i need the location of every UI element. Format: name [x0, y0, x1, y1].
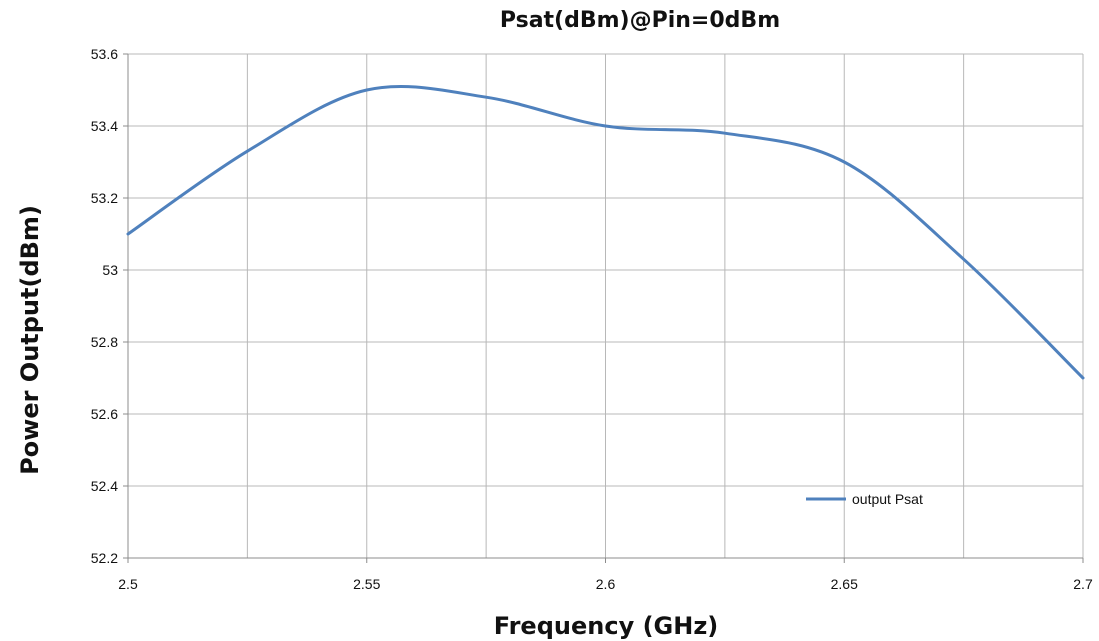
tick-labels: 52.2 52.4 52.6 52.8 53 53.2 53.4 53.6 2.5 2.55 2.6…	[91, 46, 1093, 592]
y-tick-label: 52.2	[91, 550, 118, 566]
data-point	[364, 88, 369, 93]
x-tick-label: 2.65	[831, 576, 858, 592]
chart-title: Psat(dBm)@Pin=0dBm	[500, 8, 780, 33]
x-tick-label: 2.5	[118, 576, 138, 592]
y-tick-label: 53.2	[91, 190, 118, 206]
y-tick-label: 52.4	[91, 478, 118, 494]
data-point	[126, 232, 131, 237]
axes	[123, 53, 1084, 563]
data-point	[722, 131, 727, 136]
series-line-output-psat	[126, 84, 1085, 380]
data-point	[484, 95, 489, 100]
y-tick-label: 52.8	[91, 334, 118, 350]
data-point	[245, 149, 250, 154]
data-point	[603, 124, 608, 129]
y-axis-title: Power Output(dBm)	[16, 205, 44, 475]
y-tick-label: 53	[102, 262, 118, 278]
x-tick-label: 2.55	[353, 576, 380, 592]
data-point	[1081, 376, 1086, 381]
x-tick-label: 2.6	[596, 576, 616, 592]
legend-label-output-psat: output Psat	[852, 491, 923, 507]
x-axis-title: Frequency (GHz)	[494, 612, 719, 640]
series-layer	[126, 84, 1086, 381]
data-point	[842, 160, 847, 165]
x-tick-label: 2.7	[1073, 576, 1093, 592]
y-tick-label: 53.4	[91, 118, 118, 134]
data-point	[961, 257, 966, 262]
legend: output Psat	[806, 491, 923, 507]
y-tick-label: 52.6	[91, 406, 118, 422]
y-tick-label: 53.6	[91, 46, 118, 62]
